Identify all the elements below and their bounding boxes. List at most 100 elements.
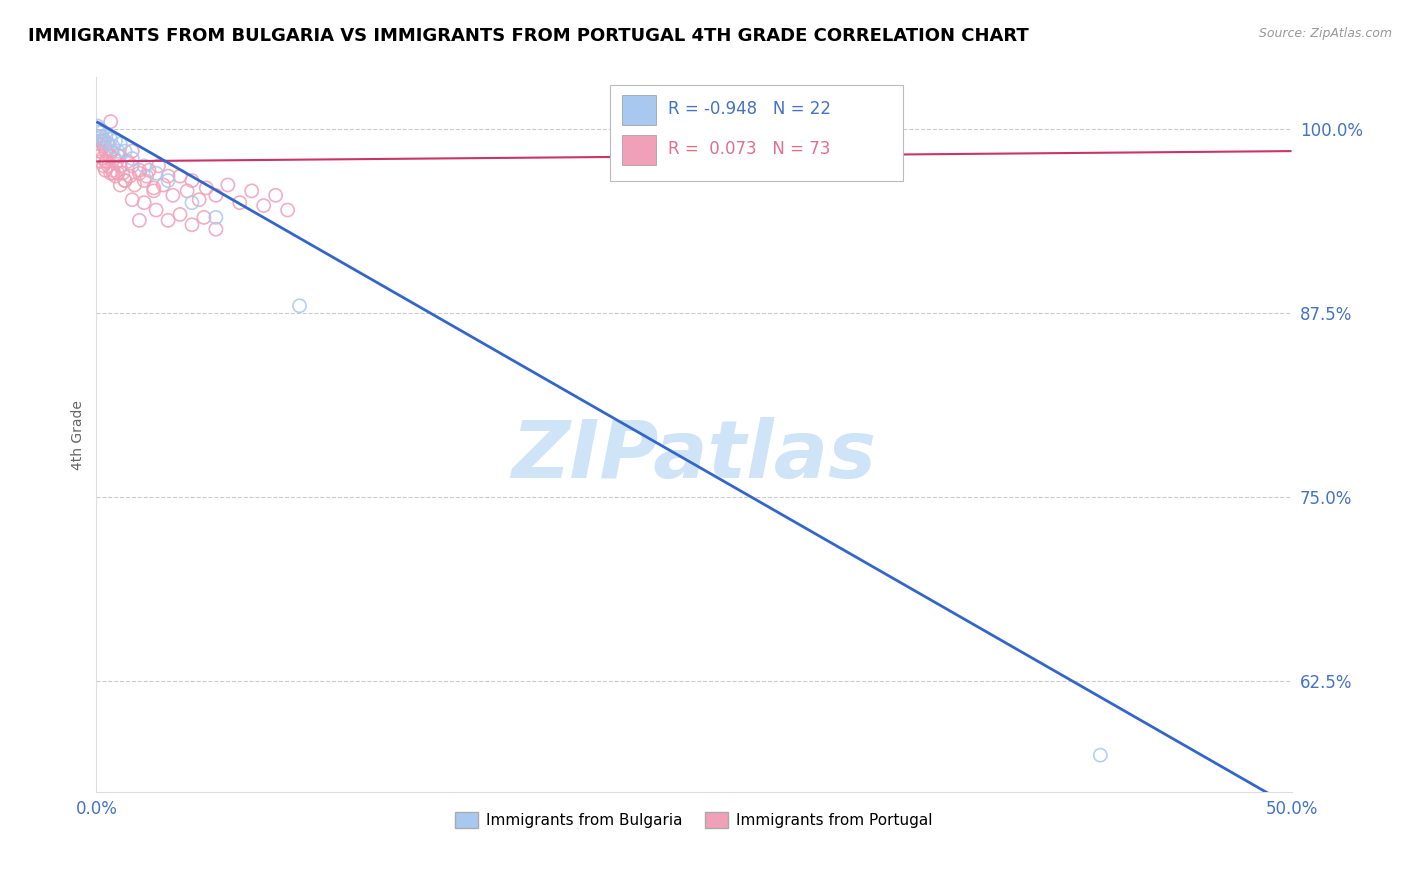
Point [107, 148, 129, 162]
Point [152, 178, 174, 192]
Point [134, 159, 156, 173]
Point [124, 178, 146, 192]
Text: IMMIGRANTS FROM BULGARIA VS IMMIGRANTS FROM PORTUGAL 4TH GRADE CORRELATION CHART: IMMIGRANTS FROM BULGARIA VS IMMIGRANTS F… [28, 27, 1029, 45]
Point [91, 136, 114, 151]
Point [97, 159, 120, 173]
Point [145, 202, 167, 217]
Point [121, 193, 143, 207]
Point [96, 154, 118, 169]
Point [117, 154, 139, 169]
Point [188, 193, 211, 207]
Point [157, 173, 180, 187]
Point [87, 144, 110, 158]
Point [110, 178, 132, 192]
Legend: Immigrants from Bulgaria, Immigrants from Portugal: Immigrants from Bulgaria, Immigrants fro… [450, 806, 939, 834]
Point [90, 129, 112, 144]
Point [96, 136, 118, 151]
Point [89, 122, 111, 136]
Bar [623, 95, 655, 125]
Point [1090, 748, 1112, 763]
Point [90, 154, 112, 169]
Point [97, 136, 120, 151]
Point [100, 114, 122, 128]
Point [142, 181, 165, 195]
Point [205, 211, 228, 225]
Point [114, 173, 136, 187]
Y-axis label: 4th Grade: 4th Grade [72, 400, 86, 469]
Point [134, 195, 156, 210]
Point [94, 144, 117, 158]
Point [104, 134, 127, 148]
Point [94, 163, 117, 178]
Point [101, 144, 124, 158]
Point [93, 159, 115, 173]
Point [114, 173, 136, 187]
Point [264, 188, 287, 202]
Point [142, 184, 165, 198]
Point [101, 166, 124, 180]
Point [128, 213, 150, 227]
Point [181, 195, 204, 210]
Point [98, 148, 121, 162]
Text: R =  0.073   N = 73: R = 0.073 N = 73 [668, 140, 830, 158]
Point [128, 166, 150, 180]
Text: ZIPatlas: ZIPatlas [512, 417, 876, 495]
Point [93, 139, 115, 153]
Point [90, 129, 112, 144]
Point [176, 184, 198, 198]
Point [157, 213, 180, 227]
Point [253, 199, 276, 213]
Point [138, 163, 160, 178]
Point [90, 134, 112, 148]
Point [205, 222, 228, 236]
FancyBboxPatch shape [610, 85, 903, 181]
Point [148, 159, 170, 173]
Point [108, 148, 131, 162]
Point [111, 166, 134, 180]
Point [217, 178, 239, 192]
Point [145, 166, 167, 180]
Point [89, 144, 111, 158]
Point [240, 184, 263, 198]
Point [100, 132, 122, 146]
Bar [623, 135, 655, 165]
Point [121, 152, 143, 166]
Point [86, 129, 108, 144]
Point [107, 144, 129, 158]
Point [94, 129, 117, 144]
Point [288, 299, 311, 313]
Point [91, 125, 114, 139]
Point [134, 173, 156, 187]
Point [93, 134, 115, 148]
Point [110, 136, 132, 151]
Text: R = -0.948   N = 22: R = -0.948 N = 22 [668, 100, 831, 118]
Point [181, 218, 204, 232]
Point [110, 159, 132, 173]
Point [157, 169, 180, 183]
Point [89, 122, 111, 136]
Point [114, 144, 136, 158]
Point [135, 169, 157, 183]
Point [162, 188, 184, 202]
Point [128, 163, 150, 178]
Point [100, 166, 122, 180]
Point [104, 169, 127, 183]
Point [87, 125, 110, 139]
Point [169, 207, 191, 221]
Point [195, 181, 218, 195]
Point [205, 188, 228, 202]
Point [169, 169, 191, 183]
Point [103, 152, 125, 166]
Point [105, 154, 128, 169]
Point [86, 119, 108, 133]
Point [87, 136, 110, 151]
Point [121, 159, 143, 173]
Point [94, 154, 117, 169]
Point [101, 139, 124, 153]
Point [107, 166, 129, 180]
Point [121, 144, 143, 158]
Point [181, 173, 204, 187]
Point [91, 152, 114, 166]
Point [277, 202, 299, 217]
Point [101, 163, 124, 178]
